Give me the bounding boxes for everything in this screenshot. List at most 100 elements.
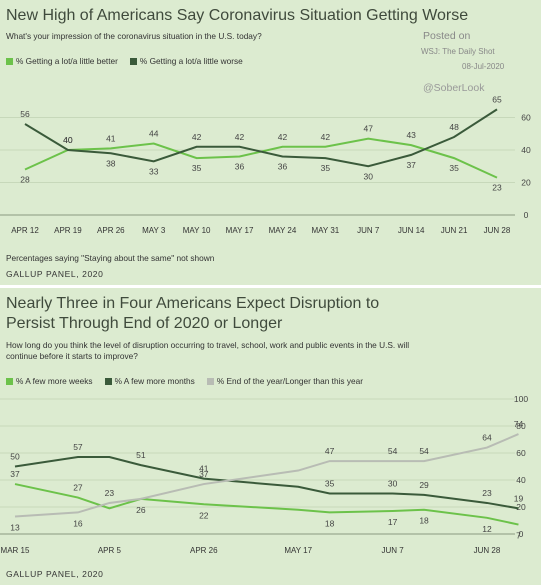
chart-2-plot: 0 20 40 60 80 100 MAR 15 APR 5 APR 26 MAY 17 JUN 7… bbox=[0, 394, 528, 555]
x-tick-label-jun-7: JUN 7 bbox=[357, 226, 380, 235]
y-tick-label-60: 60 bbox=[516, 448, 526, 458]
data-label-end-of-the-year-longer-than-this-year-4: 37 bbox=[199, 469, 209, 479]
data-label-a-few-more-months-7: 30 bbox=[388, 479, 398, 489]
chart-2-subtitle: How long do you think the level of disru… bbox=[6, 340, 410, 361]
data-label-end-of-the-year-longer-than-this-year-6: 47 bbox=[325, 446, 335, 456]
data-label-getting-a-lot-a-little-better-9: 43 bbox=[406, 130, 416, 140]
data-label-getting-a-lot-a-little-worse-3: 33 bbox=[149, 166, 159, 176]
data-label-getting-a-lot-a-little-worse-2: 38 bbox=[106, 158, 116, 168]
x-tick-label-apr-19: APR 19 bbox=[54, 226, 82, 235]
data-label-getting-a-lot-a-little-worse-11: 65 bbox=[492, 94, 502, 104]
legend-swatch-weeks bbox=[6, 377, 13, 385]
x-tick-label-jun-14: JUN 14 bbox=[398, 226, 425, 235]
chart-panel-1: New High of Americans Say Coronavirus Si… bbox=[0, 0, 541, 286]
legend-label-worse: % Getting a lot/a little worse bbox=[139, 56, 243, 66]
data-label-getting-a-lot-a-little-better-8: 47 bbox=[364, 124, 374, 134]
data-label-end-of-the-year-longer-than-this-year-2: 23 bbox=[105, 488, 115, 498]
watermark-posted-on: Posted on bbox=[423, 30, 471, 42]
data-label-getting-a-lot-a-little-better-2: 41 bbox=[106, 133, 116, 143]
data-label-a-few-more-months-4: 41 bbox=[199, 464, 209, 474]
x-tick-label-may-31: MAY 31 bbox=[312, 226, 340, 235]
data-label-a-few-more-weeks-4: 22 bbox=[199, 510, 209, 520]
data-label-end-of-the-year-longer-than-this-year-0: 13 bbox=[10, 522, 20, 532]
data-label-a-few-more-months-10: 19 bbox=[514, 493, 524, 503]
data-label-a-few-more-weeks-6: 18 bbox=[325, 518, 335, 528]
chart-1-legend: % Getting a lot/a little better % Gettin… bbox=[6, 56, 243, 66]
data-label-getting-a-lot-a-little-worse-5: 42 bbox=[235, 132, 245, 142]
watermark-handle: @SoberLook bbox=[423, 82, 485, 94]
x-tick-label-may-10: MAY 10 bbox=[183, 226, 211, 235]
x-tick-label-mar-15: MAR 15 bbox=[1, 546, 30, 555]
data-label-a-few-more-months-8: 29 bbox=[419, 480, 429, 490]
chart-2-source: GALLUP PANEL, 2020 bbox=[6, 569, 104, 579]
chart-1-subtitle: What's your impression of the coronaviru… bbox=[6, 31, 262, 41]
data-label-a-few-more-weeks-1: 27 bbox=[73, 483, 83, 493]
data-label-getting-a-lot-a-little-worse-9: 37 bbox=[406, 160, 416, 170]
series-line-end-of-the-year-longer-than-this-year bbox=[14, 433, 519, 518]
data-label-a-few-more-months-6: 35 bbox=[325, 479, 335, 489]
x-tick-label-may-17: MAY 17 bbox=[284, 546, 312, 555]
y-tick-label-60: 60 bbox=[521, 113, 531, 123]
data-label-getting-a-lot-a-little-worse-1: 40 bbox=[63, 135, 73, 145]
x-tick-label-may-17: MAY 17 bbox=[226, 226, 254, 235]
data-label-getting-a-lot-a-little-better-1: 40 bbox=[63, 135, 73, 145]
data-label-getting-a-lot-a-little-better-7: 42 bbox=[321, 132, 331, 142]
legend-label-months: % A few more months bbox=[114, 376, 195, 386]
y-tick-label-20: 20 bbox=[521, 178, 531, 188]
data-label-getting-a-lot-a-little-better-3: 44 bbox=[149, 129, 159, 139]
data-label-a-few-more-weeks-7: 17 bbox=[388, 517, 398, 527]
legend-item-worse: % Getting a lot/a little worse bbox=[129, 56, 243, 66]
x-tick-label-jun-7: JUN 7 bbox=[381, 546, 404, 555]
legend-item-months: % A few more months bbox=[104, 376, 195, 386]
x-tick-label-may-24: MAY 24 bbox=[269, 226, 297, 235]
data-label-getting-a-lot-a-little-better-6: 42 bbox=[278, 132, 288, 142]
x-tick-label-jun-21: JUN 21 bbox=[441, 226, 468, 235]
data-label-end-of-the-year-longer-than-this-year-8: 54 bbox=[419, 446, 429, 456]
y-tick-label-20: 20 bbox=[516, 502, 526, 512]
data-label-a-few-more-weeks-3: 26 bbox=[136, 505, 146, 515]
legend-item-year: % End of the year/Longer than this year bbox=[206, 376, 364, 386]
data-label-getting-a-lot-a-little-worse-8: 30 bbox=[364, 171, 374, 181]
series-line-getting-a-lot-a-little-worse bbox=[24, 108, 498, 168]
data-label-end-of-the-year-longer-than-this-year-9: 64 bbox=[482, 433, 492, 443]
x-tick-label-apr-5: APR 5 bbox=[98, 546, 122, 555]
data-label-end-of-the-year-longer-than-this-year-7: 54 bbox=[388, 446, 398, 456]
data-label-getting-a-lot-a-little-worse-0: 56 bbox=[20, 109, 30, 119]
data-label-a-few-more-weeks-9: 12 bbox=[482, 524, 492, 534]
legend-label-weeks: % A few more weeks bbox=[16, 376, 93, 386]
data-label-a-few-more-weeks-10: 7 bbox=[516, 531, 521, 541]
data-label-a-few-more-weeks-8: 18 bbox=[419, 516, 429, 526]
legend-swatch-months bbox=[104, 377, 112, 385]
y-tick-label-0: 0 bbox=[524, 210, 529, 220]
data-label-a-few-more-months-1: 57 bbox=[73, 442, 83, 452]
legend-swatch-year bbox=[206, 377, 214, 385]
data-label-getting-a-lot-a-little-worse-7: 35 bbox=[321, 163, 331, 173]
chart-1-source: GALLUP PANEL, 2020 bbox=[6, 269, 104, 279]
y-tick-label-0: 0 bbox=[519, 529, 524, 539]
data-label-end-of-the-year-longer-than-this-year-10: 74 bbox=[514, 419, 524, 429]
data-label-getting-a-lot-a-little-worse-4: 42 bbox=[192, 132, 202, 142]
legend-swatch-worse bbox=[129, 57, 137, 65]
legend-label-better: % Getting a lot/a little better bbox=[16, 56, 118, 66]
data-label-getting-a-lot-a-little-better-10: 35 bbox=[449, 163, 459, 173]
legend-swatch-better bbox=[6, 57, 13, 65]
data-label-a-few-more-weeks-0: 37 bbox=[10, 469, 20, 479]
data-label-getting-a-lot-a-little-worse-10: 48 bbox=[449, 122, 459, 132]
legend-label-year: % End of the year/Longer than this year bbox=[216, 376, 364, 386]
data-label-a-few-more-months-3: 51 bbox=[136, 450, 146, 460]
data-label-getting-a-lot-a-little-better-11: 23 bbox=[492, 183, 502, 193]
y-tick-label-80: 80 bbox=[516, 421, 526, 431]
series-line-a-few-more-weeks bbox=[14, 483, 519, 526]
chart-2-title: Nearly Three in Four Americans Expect Di… bbox=[6, 295, 380, 332]
x-tick-label-jun-28: JUN 28 bbox=[484, 226, 511, 235]
x-tick-label-apr-26: APR 26 bbox=[190, 546, 218, 555]
data-label-getting-a-lot-a-little-better-0: 28 bbox=[20, 175, 30, 185]
chart-1-plot: 0 20 40 60 APR 12 APR 19 APR 26 MAY 3 MAY 10 MAY … bbox=[0, 94, 531, 235]
y-tick-label-40: 40 bbox=[516, 475, 526, 485]
x-tick-label-may-3: MAY 3 bbox=[142, 226, 166, 235]
x-tick-label-apr-26: APR 26 bbox=[97, 226, 125, 235]
chart-panel-2: Nearly Three in Four Americans Expect Di… bbox=[0, 287, 541, 585]
series-line-getting-a-lot-a-little-better bbox=[24, 137, 498, 179]
watermark-source: WSJ: The Daily Shot bbox=[421, 47, 495, 56]
y-tick-label-40: 40 bbox=[521, 145, 531, 155]
